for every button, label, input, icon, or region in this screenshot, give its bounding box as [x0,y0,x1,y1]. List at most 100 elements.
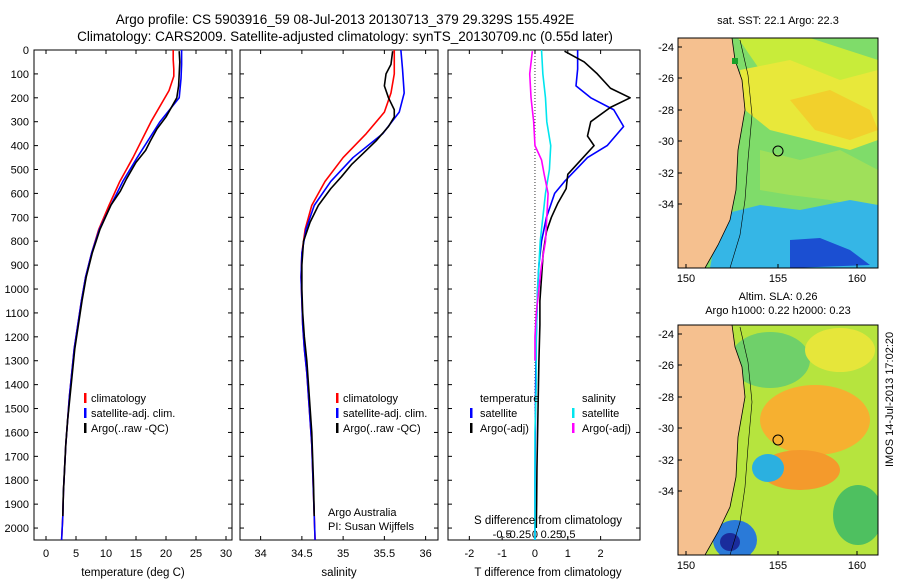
legend-title-temperature: temperature [480,393,539,405]
legend-swatch-climatology [336,393,339,403]
depth-tick-label: 1300 [5,356,29,368]
temperature-axes-frame [33,49,233,541]
salinity-axes-frame [239,49,439,541]
salinity-series [300,50,405,540]
temperature-series [60,50,183,540]
salinity-tick-label: 35 [337,548,349,560]
legend-swatch-s-satellite [572,408,575,418]
salinity-tick-label: 34 [255,548,267,560]
header-line-2: Climatology: CARS2009. Satellite-adjuste… [77,29,613,44]
sla-land [678,325,745,555]
map-lon-label: 155 [769,560,787,572]
sla-green-eddy [730,332,810,388]
difference-xlabel-top: S difference from climatology [474,515,622,527]
sst-map: sat. SST: 22.1 Argo: 22.3 150 155 160 -24 -2… [658,15,879,285]
map-lat-label: -34 [658,486,674,498]
sla-cold-core [720,533,740,551]
temperature-tick-label: 0 [43,548,49,560]
header-line-1: Argo profile: CS 5903916_59 08-Jul-2013 … [116,12,575,27]
salinity-legend: climatology satellite-adj. clim. Argo(..… [336,393,427,435]
temperature-x-axis: 0 5 10 15 20 25 30 [43,50,232,560]
depth-tick-label: 900 [11,260,29,272]
map-lon-label: 150 [677,560,695,572]
depth-tick-label: 1900 [5,499,29,511]
depth-axis: 0 100 200 300 400 500 600 700 800 900 1000 1100 1200… [5,45,232,535]
sla-warm-eddy [760,385,870,455]
depth-tick-label: 2000 [5,523,29,535]
temperature-difference-tick-label: 0 [532,548,538,560]
sla-cool-eddy [752,454,784,482]
sla-yellow-eddy [805,328,875,372]
depth-tick-label: 100 [11,69,29,81]
map-lat-label: -32 [658,455,674,467]
salinity-tick-label: 34.5 [291,548,312,560]
sst-cold-patch [790,238,870,268]
map-lat-label: -24 [658,42,674,54]
map-lon-label: 160 [848,560,866,572]
legend-label-argo: Argo(..raw -QC) [91,423,169,435]
depth-tick-label: 1700 [5,451,29,463]
depth-tick-label: 1200 [5,332,29,344]
sla-isobath [729,326,753,555]
legend-label-climatology: climatology [91,393,147,405]
sst-coastline [704,38,746,268]
legend-swatch-t-argo [470,423,473,433]
annotation-institution: Argo Australia [328,507,397,519]
salinity-difference-tick-label: -0.25 [506,529,531,541]
temperature-tick-label: 25 [190,548,202,560]
salinity-x-axis: 34 34.5 35 35.5 36 [255,50,432,560]
depth-tick-label: 600 [11,188,29,200]
legend-swatch-argo [84,423,87,433]
difference-y-ticks [448,49,640,529]
map-lat-label: -34 [658,199,674,211]
sla-map-field [678,325,878,555]
salinity-tick-label: 35.5 [374,548,395,560]
temperature-tick-label: 5 [73,548,79,560]
map-lon-label: 160 [848,273,866,285]
sla-green-patch [833,485,878,545]
depth-tick-label: 700 [11,212,29,224]
temperature-xlabel: temperature (deg C) [81,567,185,579]
depth-tick-label: 200 [11,93,29,105]
temperature-panel: 0100200300400500600700800900100011001200… [5,45,233,579]
legend-swatch-climatology [84,393,87,403]
temperature-difference-tick-label: 2 [598,548,604,560]
sla-map: Altim. SLA: 0.26 Argo h1000: 0.22 h2000:… [658,291,879,572]
difference-legend: temperature satellite Argo(-adj) salinit… [470,393,631,435]
temperature-tick-label: 30 [220,548,232,560]
depth-tick-label: 400 [11,141,29,153]
legend-swatch-t-satellite [470,408,473,418]
sst-green-marker [732,58,738,64]
sla-map-title-2: Argo h1000: 0.22 h2000: 0.23 [705,305,851,317]
series-line-t-argo-adj [535,50,631,529]
temperature-tick-label: 20 [160,548,172,560]
legend-title-salinity: salinity [582,393,616,405]
legend-label-climatology: climatology [343,393,399,405]
legend-label-argo: Argo(..raw -QC) [343,423,421,435]
sla-argo-position [772,434,784,446]
map-lat-label: -26 [658,360,674,372]
depth-tick-label: 500 [11,165,29,177]
legend-label-s-satellite: satellite [582,408,619,420]
temperature-difference-tick-label: -2 [464,548,474,560]
depth-tick-label: 1100 [5,308,29,320]
depth-tick-label: 1400 [5,380,29,392]
legend-swatch-satellite [336,408,339,418]
depth-tick-label: 1800 [5,475,29,487]
sst-map-axes: 150 155 160 -24 -26 -28 -30 -32 -34 [658,42,866,285]
legend-label-t-argo: Argo(-adj) [480,423,529,435]
sla-coastline [704,325,746,555]
salinity-difference-tick-label: 0.25 [541,529,562,541]
depth-tick-label: 0 [23,45,29,57]
annotation-pi: PI: Susan Wijffels [328,521,414,533]
salinity-y-ticks [240,49,438,529]
map-lat-label: -30 [658,423,674,435]
temperature-legend: climatology satellite-adj. clim. Argo(..… [84,393,175,435]
depth-tick-label: 300 [11,117,29,129]
difference-panel: -2 -1 0 1 2-0.5-0.25 0 0.250.5 S difference fr… [447,49,641,579]
timestamp: IMOS 14-Jul-2013 17:02:20 [884,332,896,467]
difference-axes-frame [447,49,641,541]
series-line-argo-raw-qc [62,51,181,517]
sst-isobath [729,39,753,268]
